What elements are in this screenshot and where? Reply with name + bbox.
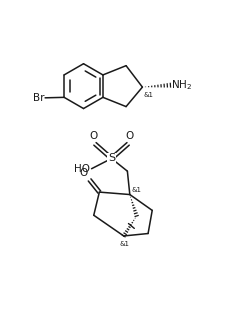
Text: O: O (125, 131, 134, 142)
Text: &1: &1 (132, 187, 142, 193)
Text: NH$_2$: NH$_2$ (172, 78, 193, 92)
Text: Br: Br (33, 93, 44, 103)
Text: &1: &1 (144, 93, 154, 99)
Text: HO: HO (74, 164, 90, 174)
Text: S: S (108, 154, 115, 163)
Text: &1: &1 (120, 241, 130, 247)
Text: O: O (90, 131, 98, 142)
Text: O: O (79, 168, 88, 178)
